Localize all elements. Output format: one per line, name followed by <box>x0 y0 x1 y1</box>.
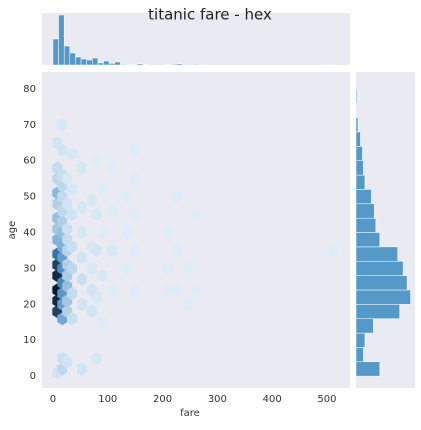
histogram-bar <box>356 189 371 203</box>
histogram-bar <box>356 347 363 361</box>
histogram-bar <box>120 64 126 65</box>
histogram-bar <box>356 333 365 347</box>
x-tick-label: 200 <box>153 394 172 405</box>
y-tick-label: 80 <box>23 84 36 95</box>
histogram-bar <box>115 62 121 65</box>
histogram-bar <box>356 218 376 232</box>
y-tick-label: 40 <box>23 228 36 239</box>
histogram-bar <box>356 204 374 218</box>
x-tick-label: 500 <box>317 394 336 405</box>
histogram-bar <box>356 175 365 189</box>
y-tick-label: 30 <box>23 263 36 274</box>
main-panel <box>42 72 350 388</box>
histogram-bar <box>356 362 380 376</box>
histogram-bar <box>104 61 110 65</box>
histogram-bar <box>328 64 334 65</box>
x-axis-label: fare <box>180 408 200 419</box>
x-tick-label: 300 <box>208 394 227 405</box>
histogram-bar <box>356 276 407 290</box>
histogram-bar <box>53 39 59 65</box>
histogram-bar <box>75 57 81 65</box>
histogram-bar <box>356 132 360 146</box>
histogram-bar <box>356 233 380 247</box>
histogram-bar <box>87 60 93 65</box>
histogram-bar <box>64 46 70 65</box>
y-tick-label: 0 <box>30 371 36 382</box>
histogram-bar <box>356 247 398 261</box>
x-tick-label: 100 <box>98 394 117 405</box>
y-tick-label: 50 <box>23 192 36 203</box>
histogram-bar <box>70 53 76 65</box>
y-tick-label: 60 <box>23 156 36 167</box>
y-tick-label: 70 <box>23 120 36 131</box>
histogram-bar <box>137 64 143 65</box>
histogram-bar <box>356 118 358 132</box>
histogram-bar <box>356 290 411 304</box>
x-tick-label: 0 <box>50 394 56 405</box>
histogram-bar <box>59 15 65 65</box>
histogram-bar <box>356 304 400 318</box>
histogram-bar <box>182 64 188 65</box>
histogram-bar <box>356 261 403 275</box>
histogram-bar <box>109 63 115 65</box>
x-tick-label: 400 <box>263 394 282 405</box>
histogram-bar <box>81 59 87 65</box>
histogram-bar <box>171 64 177 65</box>
histogram-bar <box>177 64 183 65</box>
chart-title: titanic fare - hex <box>148 6 272 24</box>
histogram-bar <box>126 64 132 65</box>
y-tick-label: 20 <box>23 299 36 310</box>
histogram-bar <box>356 161 363 175</box>
histogram-bar <box>356 319 373 333</box>
y-tick-label: 10 <box>23 335 36 346</box>
histogram-bar <box>193 64 199 65</box>
histogram-bar <box>98 63 104 65</box>
y-axis-label: age <box>7 221 18 240</box>
histogram-bar <box>356 146 362 160</box>
histogram-bar <box>92 58 98 65</box>
histogram-bar <box>356 89 357 103</box>
